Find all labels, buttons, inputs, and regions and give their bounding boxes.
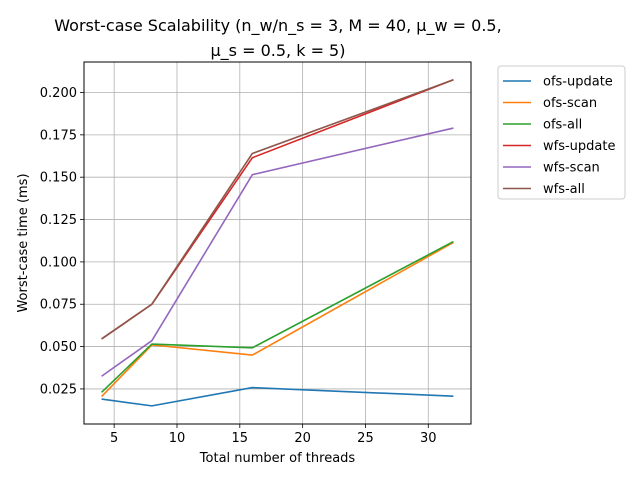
x-tick-label: 20 <box>294 431 311 446</box>
y-tick-label: 0.050 <box>40 340 77 355</box>
legend-label-wfs-update: wfs-update <box>543 139 615 154</box>
legend-label-wfs-scan: wfs-scan <box>543 161 600 176</box>
y-tick-label: 0.175 <box>40 128 77 143</box>
x-tick-label: 15 <box>232 431 249 446</box>
y-tick-label: 0.125 <box>40 213 77 228</box>
series-lines <box>101 79 454 407</box>
x-axis-label: Total number of threads <box>199 451 356 466</box>
series-line-ofs-scan <box>101 241 454 398</box>
x-tick-label: 10 <box>169 431 186 446</box>
y-axis-ticks: 0.025 0.050 0.075 0.100 0.125 0.150 0.175 0.200 <box>40 86 84 397</box>
chart-title-line-1: Worst-case Scalability (n_w/n_s = 3, M =… <box>54 16 501 36</box>
x-tick-label: 30 <box>420 431 437 446</box>
y-tick-label: 0.100 <box>40 255 77 270</box>
y-tick-label: 0.075 <box>40 298 77 313</box>
x-tick-label: 5 <box>110 431 118 446</box>
series-line-ofs-update <box>101 386 454 407</box>
x-tick-label: 25 <box>357 431 374 446</box>
x-axis-ticks: 5 10 15 20 25 30 <box>110 424 437 446</box>
series-line-ofs-all <box>101 240 454 393</box>
legend-label-ofs-update: ofs-update <box>543 75 613 90</box>
y-tick-label: 0.200 <box>40 86 77 101</box>
series-line-wfs-scan <box>101 127 454 377</box>
legend-label-wfs-all: wfs-all <box>543 182 585 197</box>
y-tick-label: 0.025 <box>40 382 77 397</box>
series-line-wfs-all <box>101 79 454 340</box>
legend-box <box>497 65 626 200</box>
legend-label-ofs-all: ofs-all <box>543 118 582 133</box>
y-axis-label: Worst-case time (ms) <box>16 173 31 312</box>
legend-label-ofs-scan: ofs-scan <box>543 96 597 111</box>
plot-frame <box>83 61 472 425</box>
chart-title-line-2: μ_s = 0.5, k = 5) <box>211 41 346 61</box>
legend: ofs-update ofs-scan ofs-all wfs-update wfs-s… <box>497 65 626 200</box>
y-tick-label: 0.150 <box>40 171 77 186</box>
